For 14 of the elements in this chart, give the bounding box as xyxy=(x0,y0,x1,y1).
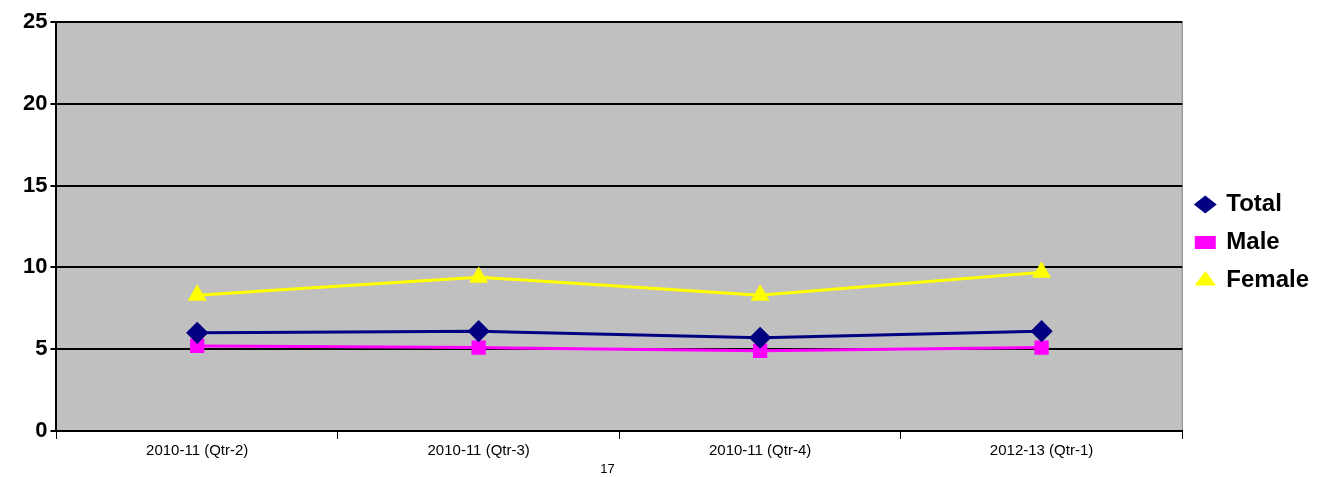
y-tick-label: 0 xyxy=(35,417,48,443)
text: 17 xyxy=(600,461,615,477)
y-tick-label: 20 xyxy=(22,89,48,115)
x-tick-label: 2010-11 (Qtr-4) xyxy=(708,441,812,459)
y-tick-label: 15 xyxy=(22,171,48,197)
x-tick-label: 2012-13 (Qtr-1) xyxy=(989,441,1094,459)
y-tick-label: 10 xyxy=(22,253,48,279)
legend-label: Female xyxy=(1226,265,1310,293)
y-tick-label: 5 xyxy=(35,335,48,361)
x-tick-label: 2010-11 (Qtr-3) xyxy=(427,441,530,459)
legend-label: Total xyxy=(1226,189,1282,217)
legend-label: Male xyxy=(1226,227,1280,255)
y-tick-label: 25 xyxy=(22,8,48,34)
x-tick-label: 2010-11 (Qtr-2) xyxy=(146,441,249,459)
